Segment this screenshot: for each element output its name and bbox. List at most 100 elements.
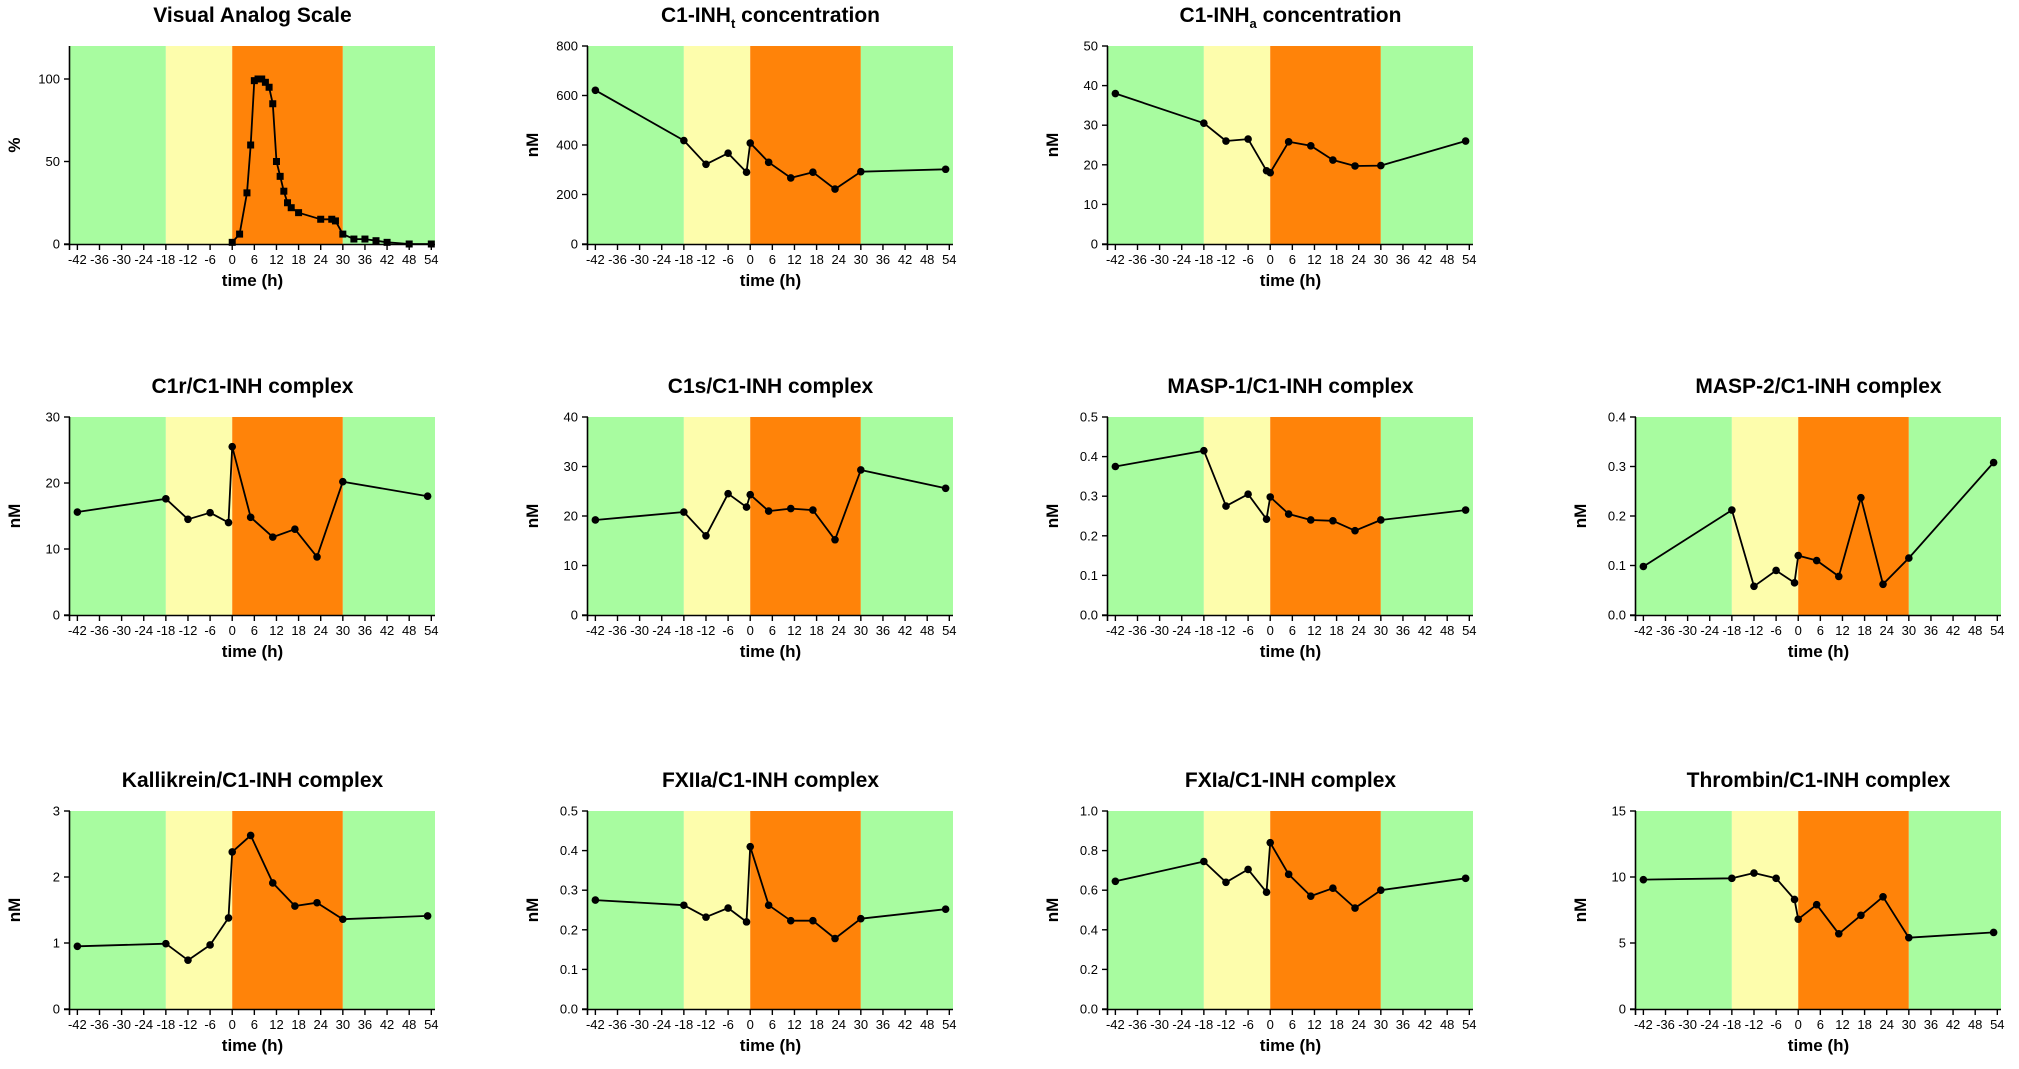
y-tick-label: 10: [1084, 197, 1098, 212]
y-tick-label: 0: [53, 608, 60, 623]
data-point: [1306, 141, 1315, 150]
chart-title: Thrombin/C1-INH complex: [1687, 769, 1951, 792]
x-tick-label: 54: [424, 1017, 438, 1032]
y-tick-label: 0.1: [560, 962, 578, 977]
data-point: [1284, 138, 1293, 146]
data-point: [1222, 137, 1230, 145]
x-tick-label: 6: [769, 623, 776, 638]
data-point: [243, 189, 251, 197]
data-point: [764, 507, 773, 515]
x-axis-title: time (h): [1260, 642, 1321, 661]
x-axis-title: time (h): [740, 271, 801, 290]
data-point: [1905, 933, 1913, 942]
chart-panel-masp1: 0.0 0.1 0.2 0.3 0.4 0.5 -42 -36 -30 -24 -18 -12 -6 0 6…: [1043, 375, 1477, 661]
x-tick-label: 12: [1835, 1017, 1849, 1032]
data-point: [809, 916, 817, 925]
x-tick-label: -36: [1656, 623, 1675, 638]
phase-band-recovery: [342, 811, 435, 1009]
y-tick-label: 0: [571, 237, 578, 252]
data-point: [228, 442, 237, 451]
data-point: [228, 238, 236, 246]
data-point: [680, 136, 688, 145]
data-point: [1266, 838, 1275, 847]
data-point: [591, 896, 600, 904]
x-tick-label: 0: [229, 252, 236, 267]
chart-title-main: FXIIa/C1-INH complex: [662, 769, 879, 792]
x-tick-label: 54: [942, 252, 956, 267]
data-point: [272, 158, 280, 165]
data-point: [361, 235, 369, 243]
data-point: [1989, 458, 1998, 467]
x-tick-label: 12: [269, 252, 283, 267]
y-tick-label: 0.1: [1608, 558, 1626, 573]
y-axis-title: nM: [1043, 504, 1062, 529]
x-axis-title: time (h): [1788, 642, 1849, 661]
y-tick-label: 0.5: [1080, 410, 1098, 425]
x-tick-label: -42: [68, 623, 87, 638]
y-tick-label: 10: [1612, 870, 1626, 885]
phase-band-baseline: [70, 811, 166, 1009]
x-tick-label: 18: [809, 623, 823, 638]
data-point: [742, 503, 751, 511]
y-tick-label: 800: [556, 39, 578, 54]
x-tick-label: 30: [1374, 1017, 1388, 1032]
data-point: [941, 905, 950, 914]
y-tick-label: 0.3: [560, 883, 578, 898]
x-tick-label: -12: [697, 623, 716, 638]
x-tick-label: -12: [1217, 623, 1236, 638]
data-point: [1989, 928, 1998, 937]
x-tick-label: 12: [787, 1017, 801, 1032]
y-tick-label: 3: [53, 804, 60, 819]
data-point: [1262, 888, 1271, 896]
x-tick-label: 0: [1267, 623, 1274, 638]
x-tick-label: 30: [336, 1017, 350, 1032]
data-point: [317, 215, 325, 223]
x-tick-label: -24: [134, 623, 153, 638]
x-tick-label: 48: [402, 252, 416, 267]
x-tick-label: 54: [424, 252, 438, 267]
x-tick-label: 48: [1440, 252, 1454, 267]
x-tick-label: 6: [251, 623, 258, 638]
chart-title-main: Thrombin/C1-INH complex: [1687, 769, 1951, 792]
x-tick-label: -18: [156, 623, 175, 638]
phase-band-baseline: [588, 811, 684, 1009]
data-point: [786, 174, 795, 182]
data-point: [291, 525, 299, 533]
data-point: [1772, 566, 1780, 575]
x-tick-label: 48: [920, 623, 934, 638]
phase-band-recovery: [342, 46, 435, 244]
x-tick-label: -30: [112, 252, 131, 267]
data-point: [1461, 506, 1470, 514]
data-point: [295, 209, 303, 217]
y-axis-title: nM: [1043, 133, 1062, 158]
series-line: [1642, 461, 1995, 588]
chart-title-main: MASP-2/C1-INH complex: [1695, 375, 1942, 398]
x-tick-label: -36: [608, 1017, 627, 1032]
x-tick-label: 54: [1462, 623, 1476, 638]
x-tick-label: -18: [1722, 623, 1741, 638]
x-tick-label: -36: [90, 623, 109, 638]
chart-title: MASP-1/C1-INH complex: [1167, 375, 1414, 398]
data-point: [405, 240, 413, 248]
chart-title: FXIa/C1-INH complex: [1185, 769, 1397, 792]
y-tick-label: 20: [564, 509, 578, 524]
x-tick-label: -24: [1700, 623, 1719, 638]
x-tick-label: 42: [898, 252, 912, 267]
x-axis-title: time (h): [740, 642, 801, 661]
data-point: [1794, 551, 1803, 560]
x-tick-label: 6: [769, 252, 776, 267]
y-tick-label: 0: [571, 608, 578, 623]
x-tick-label: 18: [1857, 623, 1871, 638]
x-tick-label: -30: [1150, 252, 1169, 267]
x-tick-label: 24: [1879, 623, 1893, 638]
y-tick-label: 0: [53, 1002, 60, 1017]
x-tick-label: 0: [747, 623, 754, 638]
x-tick-label: -6: [1770, 1017, 1782, 1032]
x-tick-label: -42: [1106, 623, 1125, 638]
data-point: [809, 168, 817, 177]
data-point: [1200, 857, 1208, 866]
data-point: [331, 217, 339, 225]
data-point: [1879, 893, 1887, 901]
x-tick-label: 12: [787, 252, 801, 267]
x-tick-label: 36: [358, 1017, 372, 1032]
